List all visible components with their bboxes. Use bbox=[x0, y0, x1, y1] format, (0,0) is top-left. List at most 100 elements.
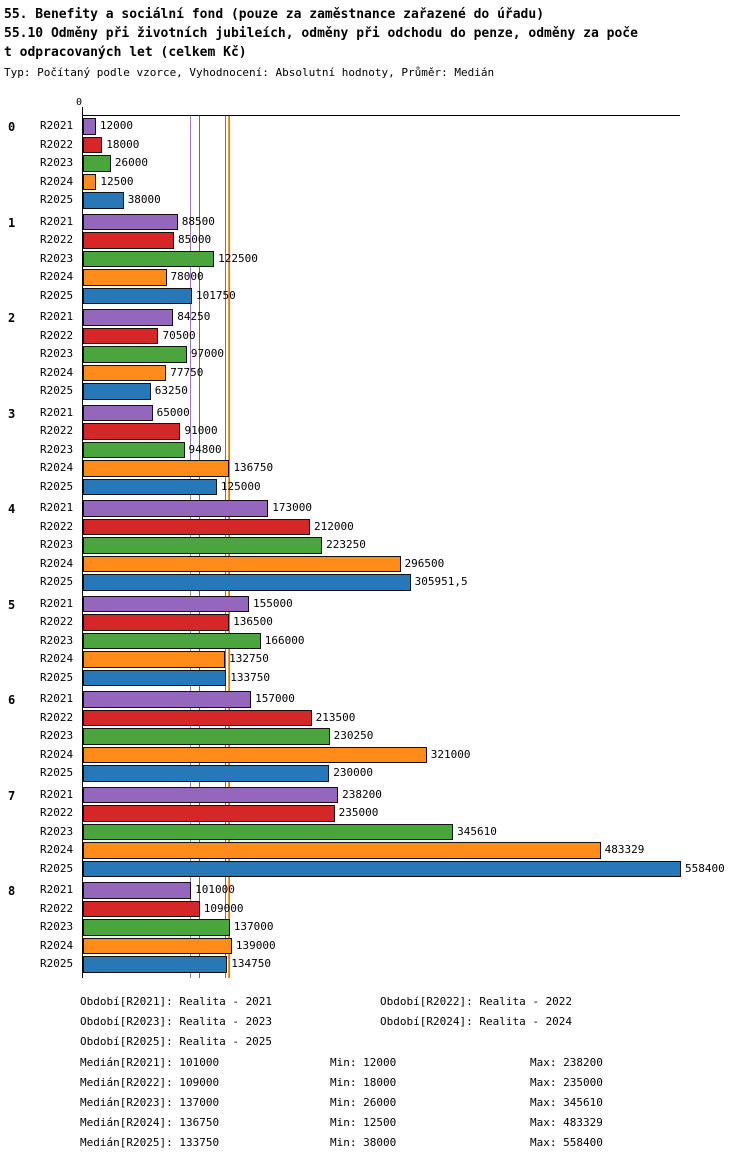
series-row-label-r2025: R2025 bbox=[40, 384, 74, 397]
bar-value-label: 132750 bbox=[229, 652, 269, 665]
bar-value-label: 238200 bbox=[342, 787, 382, 801]
series-row-label-r2022: R2022 bbox=[40, 233, 74, 246]
bar-r2023-group-6 bbox=[83, 728, 330, 745]
series-row-label-r2023: R2023 bbox=[40, 729, 74, 742]
stat-median-r2023: Medián[R2023]: 137000 bbox=[80, 1096, 220, 1109]
bar-value-label: 296500 bbox=[404, 556, 445, 570]
series-row-label-r2023: R2023 bbox=[40, 442, 74, 456]
bar-r2023-group-3 bbox=[83, 441, 185, 458]
bar-value-label: 91000 bbox=[184, 424, 218, 437]
category-label-2: 2 bbox=[8, 311, 16, 325]
stat-max-r2021: Max: 238200 bbox=[530, 1056, 603, 1069]
series-row-label-r2022: R2022 bbox=[40, 328, 74, 342]
bar-r2022-group-7 bbox=[83, 805, 335, 822]
stat-median-r2025: Medián[R2025]: 133750 bbox=[80, 1136, 220, 1149]
stat-max-r2022: Max: 235000 bbox=[530, 1076, 603, 1089]
bar-value-label: 84250 bbox=[177, 310, 211, 323]
bar-value-label: 70500 bbox=[162, 328, 196, 342]
series-row-label-r2021: R2021 bbox=[40, 214, 74, 228]
bar-r2024-group-3 bbox=[83, 460, 230, 477]
bar-value-label: 136500 bbox=[233, 615, 273, 628]
bar-r2022-group-3 bbox=[83, 423, 181, 440]
bar-r2025-group-5 bbox=[83, 669, 227, 686]
series-row-label-r2023: R2023 bbox=[40, 251, 74, 265]
bar-r2021-group-4 bbox=[83, 500, 269, 517]
bar-value-label: 155000 bbox=[252, 596, 293, 610]
bar-value-label: 166000 bbox=[264, 633, 305, 647]
y-axis-line bbox=[82, 107, 83, 978]
report-header: 55. Benefity a sociální fond (pouze za z… bbox=[4, 5, 638, 81]
bar-value-label: 94800 bbox=[188, 442, 222, 456]
stat-max-r2023: Max: 345610 bbox=[530, 1096, 603, 1109]
legend-item-r2025: Období[R2025]: Realita - 2025 bbox=[80, 1035, 273, 1048]
bar-value-label: 97000 bbox=[190, 347, 224, 360]
bar-value-label: 230000 bbox=[333, 766, 374, 779]
bar-r2024-group-4 bbox=[83, 555, 401, 572]
bar-value-label: 122500 bbox=[218, 251, 258, 265]
category-label-0: 0 bbox=[8, 120, 16, 134]
series-row-label-r2023: R2023 bbox=[40, 824, 74, 838]
bar-r2022-group-2 bbox=[83, 327, 159, 344]
bar-value-label: 88500 bbox=[181, 214, 215, 228]
bar-value-label: 558400 bbox=[685, 861, 725, 875]
series-row-label-r2022: R2022 bbox=[40, 901, 74, 915]
bar-r2022-group-0 bbox=[83, 136, 103, 153]
series-row-label-r2025: R2025 bbox=[40, 957, 74, 970]
bar-r2021-group-5 bbox=[83, 595, 249, 612]
series-row-label-r2022: R2022 bbox=[40, 519, 74, 533]
bar-r2025-group-8 bbox=[83, 956, 228, 973]
bar-r2024-group-7 bbox=[83, 842, 601, 859]
report-title-line2: 55.10 Odměny při životních jubileích, od… bbox=[4, 26, 638, 41]
category-label-3: 3 bbox=[8, 406, 16, 421]
series-row-label-r2022: R2022 bbox=[40, 710, 74, 724]
series-row-label-r2025: R2025 bbox=[40, 670, 74, 684]
bar-value-label: 65000 bbox=[156, 405, 190, 419]
bar-value-label: 85000 bbox=[178, 233, 212, 246]
bar-r2025-group-1 bbox=[83, 287, 192, 304]
bar-r2023-group-5 bbox=[83, 632, 261, 649]
bar-r2024-group-5 bbox=[83, 651, 226, 668]
bar-value-label: 235000 bbox=[338, 806, 379, 819]
series-row-label-r2024: R2024 bbox=[40, 747, 74, 761]
bar-value-label: 157000 bbox=[255, 692, 295, 705]
bar-r2025-group-3 bbox=[83, 478, 217, 495]
series-row-label-r2022: R2022 bbox=[40, 806, 74, 819]
series-row-label-r2023: R2023 bbox=[40, 920, 74, 933]
series-row-label-r2021: R2021 bbox=[40, 883, 74, 896]
bar-value-label: 109000 bbox=[203, 901, 244, 915]
bar-r2021-group-8 bbox=[83, 882, 192, 899]
stat-median-r2024: Medián[R2024]: 136750 bbox=[80, 1116, 220, 1129]
bar-r2024-group-8 bbox=[83, 937, 232, 954]
category-label-8: 8 bbox=[8, 884, 16, 898]
bar-value-label: 305951,5 bbox=[414, 575, 468, 588]
category-label-5: 5 bbox=[8, 597, 16, 612]
series-row-label-r2025: R2025 bbox=[40, 766, 74, 779]
series-row-label-r2022: R2022 bbox=[40, 137, 74, 151]
series-row-label-r2024: R2024 bbox=[40, 652, 74, 665]
bar-value-label: 136750 bbox=[233, 461, 274, 474]
bar-value-label: 345610 bbox=[457, 824, 497, 838]
bar-r2021-group-7 bbox=[83, 786, 339, 803]
stat-min-r2023: Min: 26000 bbox=[330, 1096, 397, 1109]
bar-r2023-group-1 bbox=[83, 250, 215, 267]
stat-max-r2025: Max: 558400 bbox=[530, 1136, 603, 1149]
bar-value-label: 77750 bbox=[170, 365, 204, 379]
stat-min-r2024: Min: 12500 bbox=[330, 1116, 397, 1129]
bar-r2025-group-4 bbox=[83, 574, 411, 591]
bar-r2021-group-0 bbox=[83, 118, 96, 135]
x-axis-zero-label: 0 bbox=[76, 97, 83, 108]
bar-value-label: 63250 bbox=[154, 384, 188, 397]
category-label-4: 4 bbox=[8, 502, 16, 516]
series-row-label-r2021: R2021 bbox=[40, 596, 74, 610]
stat-max-r2024: Max: 483329 bbox=[530, 1116, 603, 1129]
category-label-6: 6 bbox=[8, 693, 16, 707]
bar-value-label: 101000 bbox=[195, 883, 235, 896]
bar-value-label: 212000 bbox=[314, 519, 354, 533]
series-row-label-r2024: R2024 bbox=[40, 270, 74, 283]
bar-value-label: 213500 bbox=[315, 710, 356, 724]
bar-r2025-group-2 bbox=[83, 383, 151, 400]
bar-r2022-group-5 bbox=[83, 614, 230, 631]
bar-r2021-group-6 bbox=[83, 691, 252, 708]
stat-min-r2022: Min: 18000 bbox=[330, 1076, 397, 1089]
